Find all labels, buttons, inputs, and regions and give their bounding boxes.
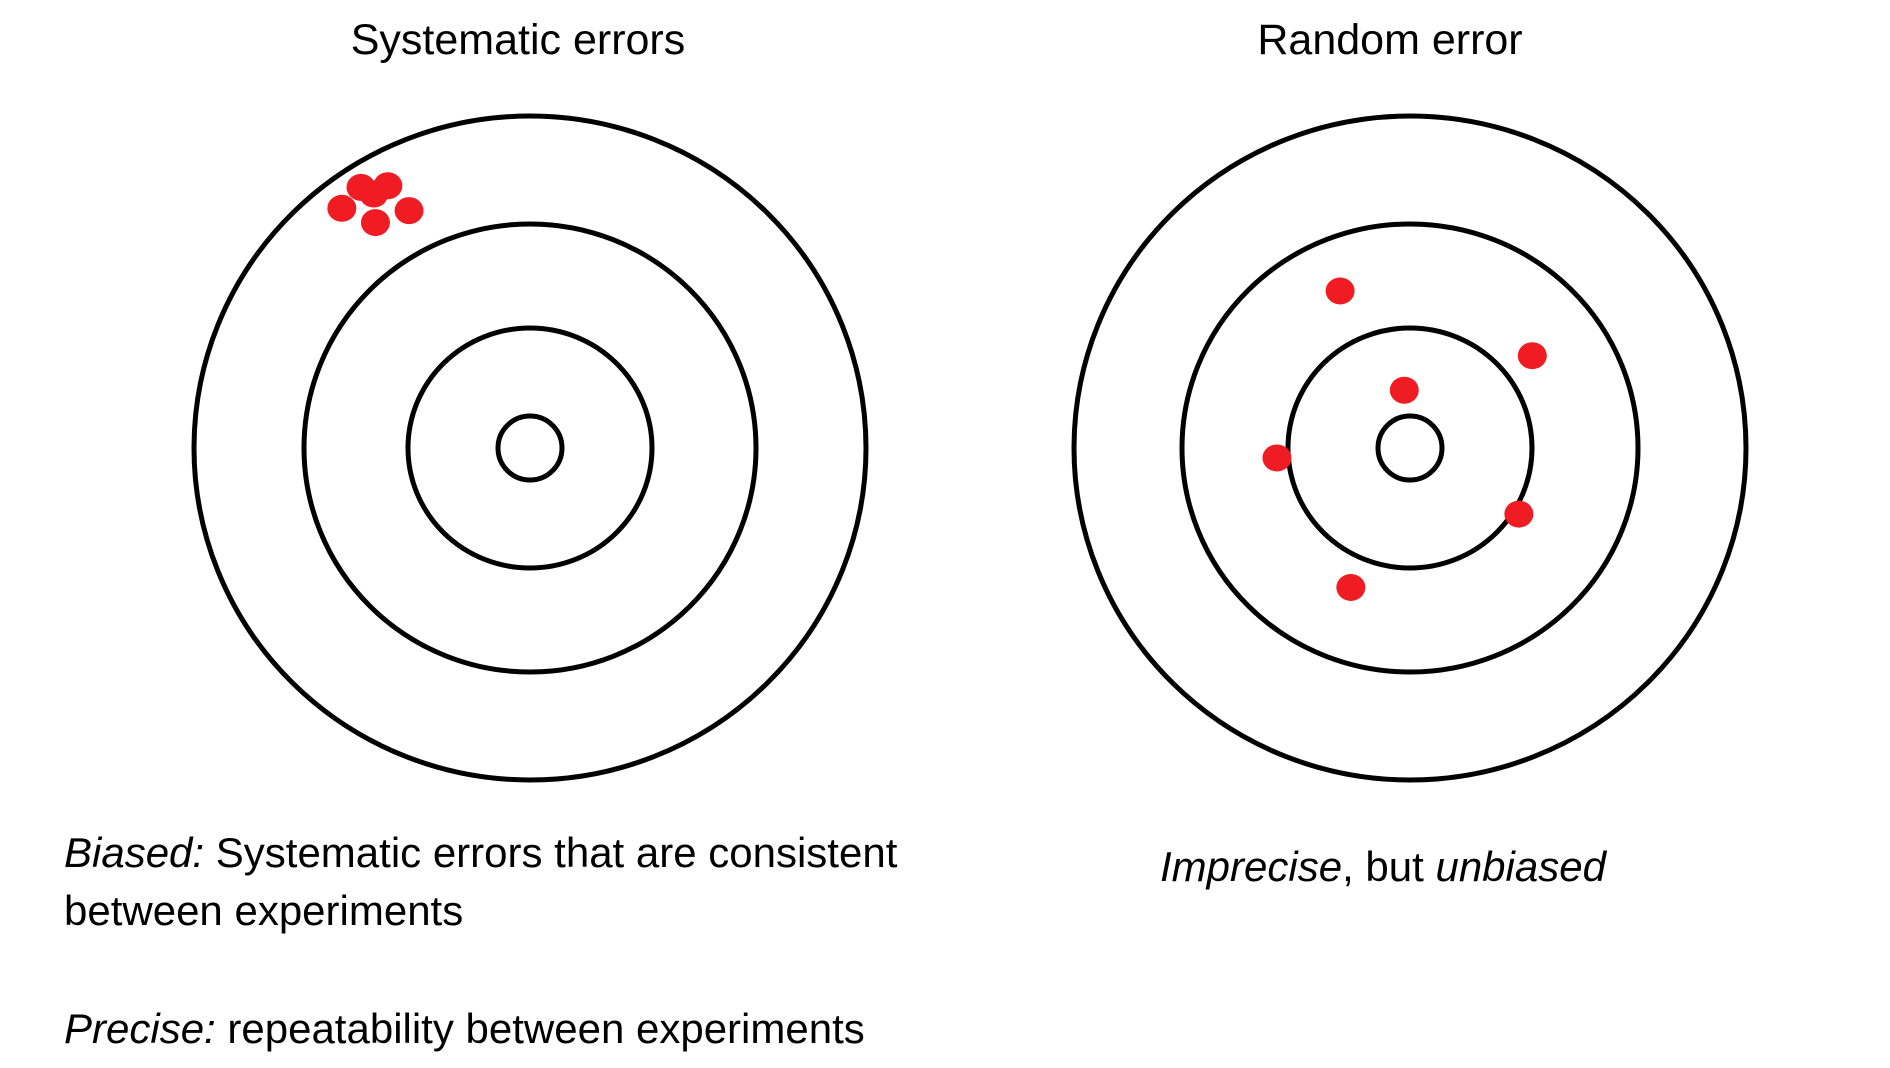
target-shots — [327, 172, 424, 237]
precise-term: Precise: — [64, 1005, 216, 1052]
second-ring — [301, 221, 759, 675]
target-shots — [1262, 277, 1547, 601]
imprecise-connector: , but — [1342, 843, 1436, 890]
bullseye-ring — [1375, 413, 1445, 483]
target-rings — [191, 113, 869, 783]
bullseye-ring — [495, 413, 565, 483]
shot-point — [1336, 573, 1366, 601]
shot-point — [1262, 444, 1292, 472]
shot-point — [1389, 376, 1419, 404]
unbiased-term: unbiased — [1435, 843, 1606, 890]
random-error-target — [1071, 113, 1749, 783]
second-ring — [1179, 221, 1641, 675]
target-rings — [1071, 113, 1749, 783]
third-ring — [1285, 325, 1535, 571]
systematic-errors-title: Systematic errors — [350, 16, 686, 64]
outer-ring — [1071, 113, 1749, 783]
shot-point — [327, 194, 357, 222]
imprecise-unbiased-caption: Imprecise, but unbiased — [1160, 838, 1606, 896]
outer-ring — [191, 113, 869, 783]
third-ring — [405, 325, 655, 571]
imprecise-term: Imprecise — [1160, 843, 1343, 890]
shot-point — [1517, 342, 1547, 370]
precise-definition: repeatability between experiments — [215, 1005, 865, 1052]
random-error-title: Random error — [1257, 16, 1523, 64]
systematic-errors-target — [191, 113, 869, 783]
precise-caption: Precise: repeatability between experimen… — [64, 1000, 865, 1058]
shot-point — [1504, 500, 1534, 528]
biased-term: Biased: — [64, 829, 205, 876]
biased-definition-part-1: Systematic errors that are consistent — [204, 829, 898, 876]
shot-point — [394, 197, 424, 225]
shot-point — [1325, 277, 1355, 305]
biased-caption-line-1: Biased: Systematic errors that are consi… — [64, 824, 897, 882]
biased-definition-part-2: between experiments — [64, 887, 464, 934]
biased-caption: Biased: Systematic errors that are consi… — [64, 824, 897, 940]
shot-point — [359, 180, 389, 208]
shot-point — [360, 209, 390, 237]
